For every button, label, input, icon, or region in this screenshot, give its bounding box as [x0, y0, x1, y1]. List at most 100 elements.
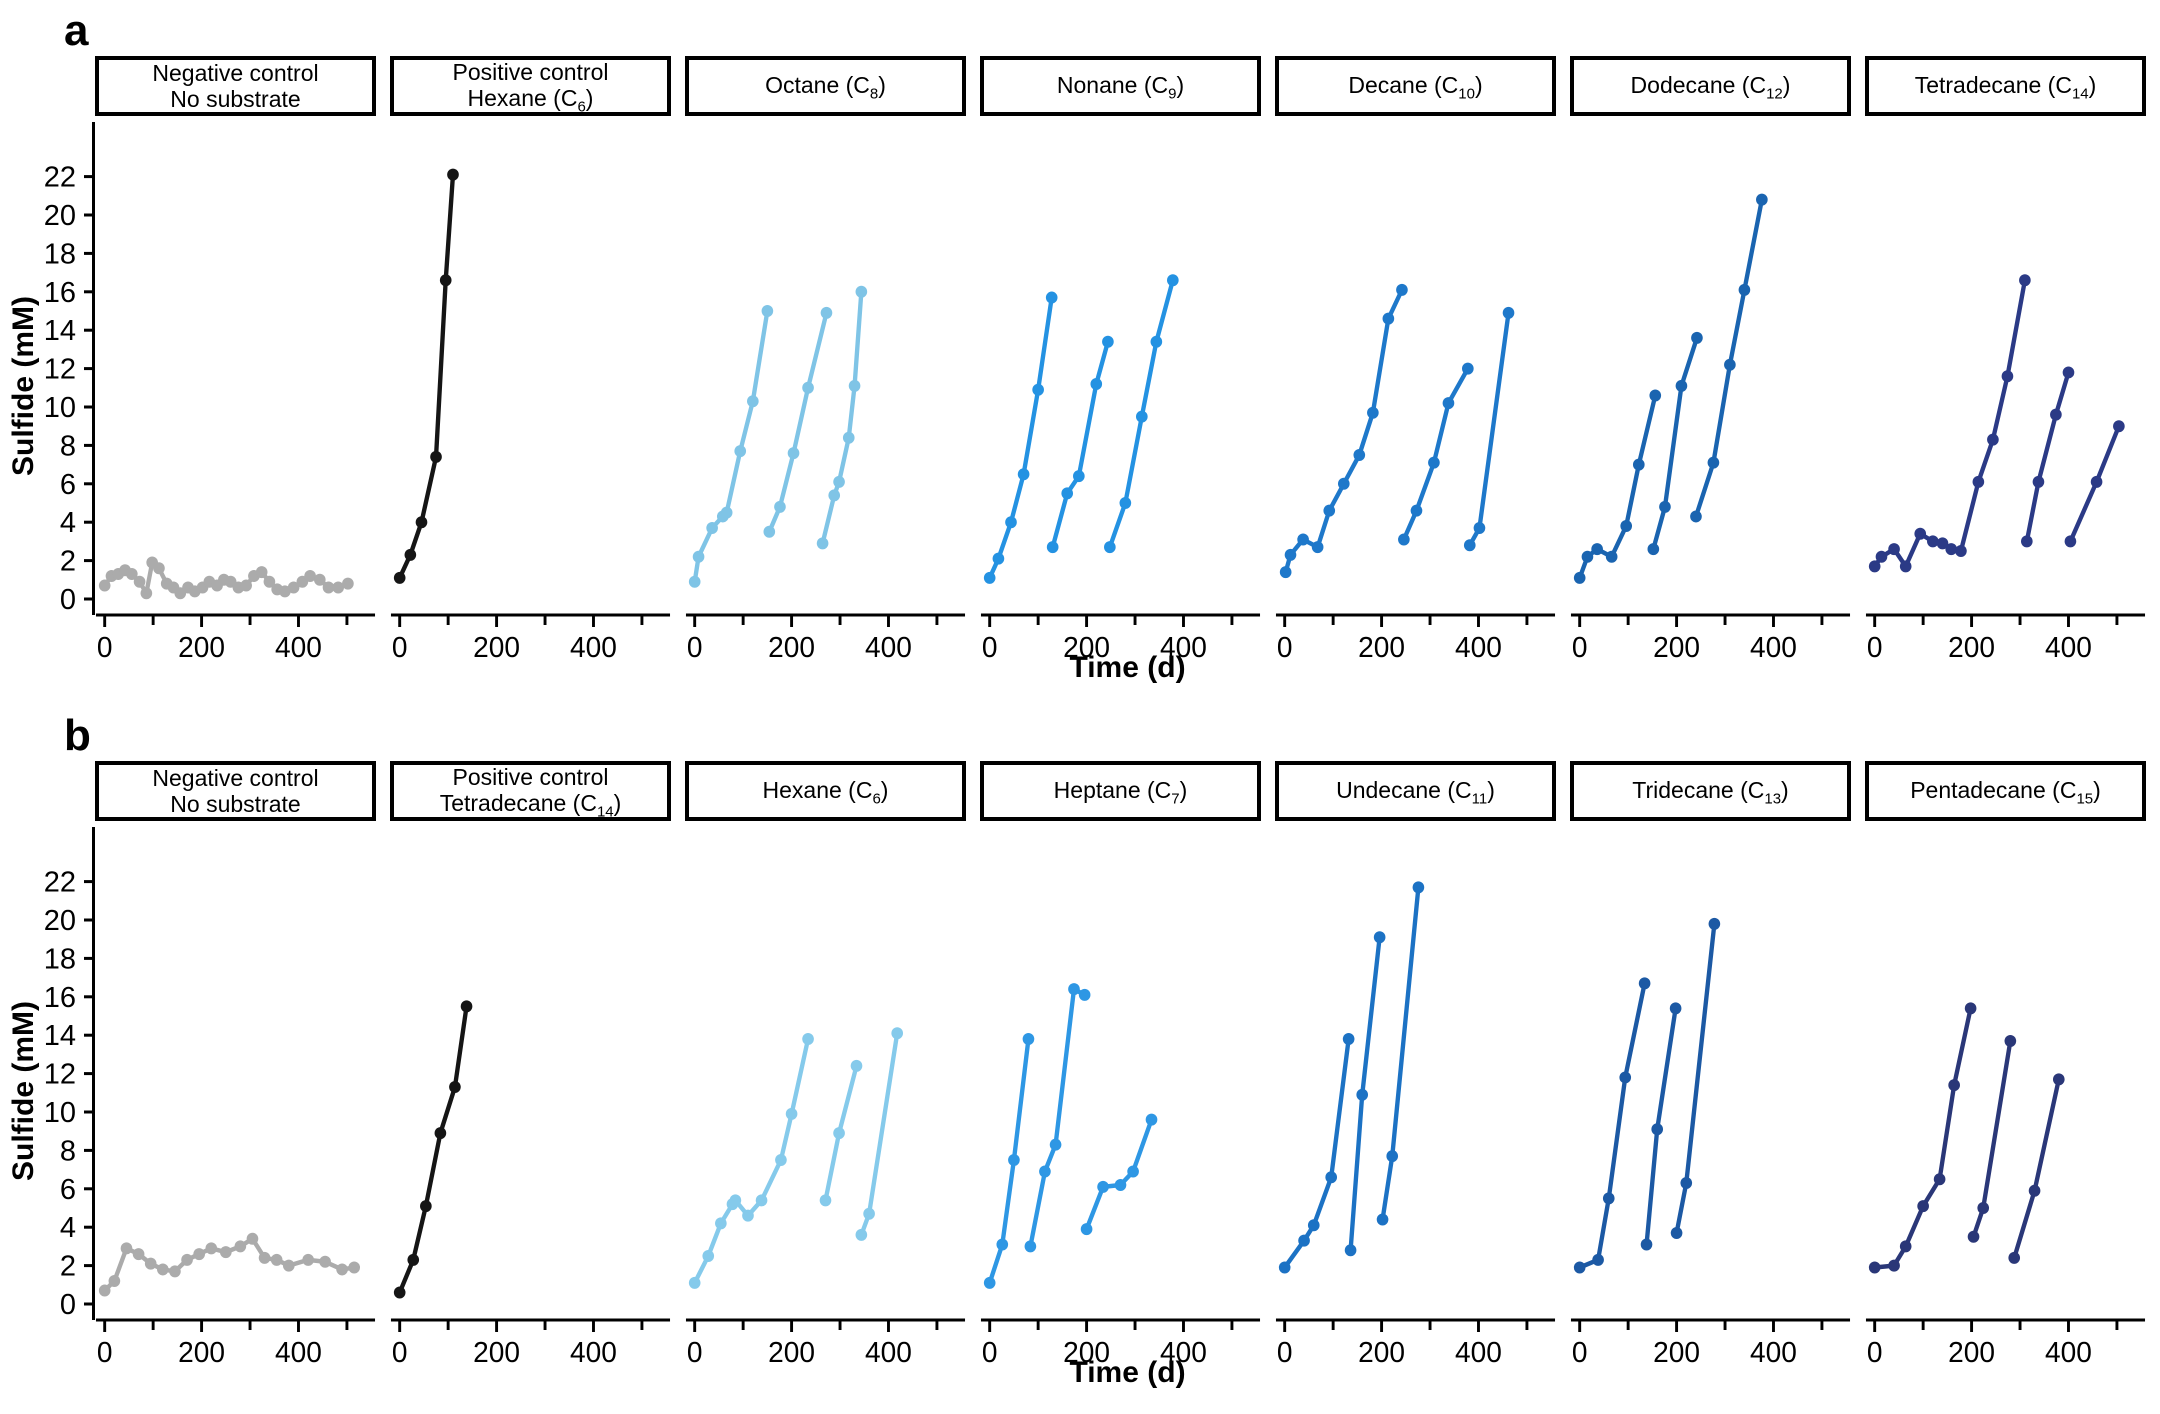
row-label-a: a — [64, 6, 89, 55]
y-tick-label: 20 — [44, 200, 76, 232]
y-axis-title: Sulfide (mM) — [7, 1001, 40, 1181]
series-segment — [1967, 1034, 2017, 1243]
data-point — [1738, 283, 1751, 296]
data-point — [255, 566, 268, 579]
panel-plot: 0 200 400 — [390, 1000, 671, 1366]
data-point — [855, 1228, 868, 1241]
y-tick-label: 8 — [60, 1135, 76, 1167]
data-point — [1396, 283, 1408, 296]
data-point — [1707, 456, 1720, 469]
data-point — [153, 562, 165, 575]
series-segment — [1690, 193, 1768, 523]
data-point — [1008, 1154, 1020, 1166]
data-point — [263, 575, 276, 588]
data-point — [1297, 533, 1309, 546]
data-point — [430, 450, 442, 463]
data-point — [891, 1027, 904, 1040]
data-point — [802, 381, 814, 394]
y-tick-label: 14 — [44, 1020, 76, 1052]
data-point — [332, 581, 345, 594]
panel-plot: 0 200 400 — [980, 983, 1261, 1366]
panel-title: Tetradecane (C14) — [1865, 56, 2146, 116]
data-point — [1619, 1071, 1632, 1084]
series-line — [1577, 393, 1658, 581]
series-segment — [393, 1000, 473, 1299]
series-line — [859, 1031, 900, 1238]
data-point — [348, 1261, 361, 1274]
data-point — [775, 1154, 787, 1166]
y-tick-label: 8 — [60, 430, 76, 462]
panel-a-decane-c10: Decane (C10) 0 200 400 — [1275, 56, 1556, 661]
x-tick-label: 200 — [1063, 1337, 1110, 1366]
series-segment — [1868, 1002, 1977, 1274]
series-line — [1380, 885, 1421, 1222]
data-point — [1398, 533, 1410, 546]
y-tick-label: 6 — [60, 1174, 76, 1206]
series-segment — [855, 1027, 904, 1241]
panel-title-line: Pentadecane (C15) — [1910, 777, 2101, 808]
data-point — [755, 1194, 768, 1207]
x-tick-label: 0 — [1277, 632, 1293, 661]
data-point — [1463, 539, 1476, 552]
data-point — [404, 548, 417, 561]
data-point — [983, 571, 996, 584]
data-point — [270, 1253, 283, 1266]
data-point — [1090, 377, 1103, 390]
y-tick-label: 12 — [44, 354, 76, 386]
data-point — [2050, 408, 2062, 421]
figure-row-b: b 0 2 4 6 8 10 12 14 16 18 20 22 Sulfide (mM) Negativ… — [0, 711, 2160, 1390]
panel-title-line: No substrate — [170, 86, 301, 112]
data-point — [1691, 331, 1703, 344]
data-point — [761, 305, 774, 317]
data-point — [1104, 541, 1116, 554]
data-point — [742, 1209, 754, 1222]
panel-title: Octane (C8) — [685, 56, 966, 116]
panel-plot: 0 200 400 — [95, 1232, 376, 1366]
data-point — [1136, 410, 1148, 423]
panel-title: Nonane (C9) — [980, 56, 1261, 116]
series-segment — [688, 1033, 814, 1289]
data-point — [439, 274, 452, 287]
x-tick-label: 400 — [570, 1337, 617, 1366]
data-point — [98, 579, 111, 592]
panel-title-line: Positive control — [452, 764, 609, 791]
panel-a-positive-control-hexane-c6: Positive control Hexane (C6) 0 200 400 — [390, 56, 671, 661]
y-tick-label: 2 — [60, 546, 76, 578]
series-segment — [98, 556, 354, 600]
data-point — [460, 1000, 473, 1013]
data-point — [1651, 1123, 1664, 1136]
panel-title-line: Negative control — [152, 60, 319, 86]
data-point — [449, 1081, 461, 1094]
x-tick-label: 400 — [1160, 1337, 1207, 1366]
series-segment — [2021, 366, 2075, 548]
series-segment — [1080, 1113, 1158, 1236]
series-line — [2012, 1077, 2061, 1261]
series-line — [987, 1036, 1031, 1286]
data-point — [2032, 475, 2045, 488]
data-point — [1061, 487, 1074, 500]
series-segment — [983, 1033, 1035, 1289]
data-point — [2021, 535, 2033, 548]
panel-title-line: Decane (C10) — [1348, 72, 1483, 103]
series-segment — [1046, 335, 1114, 554]
data-point — [1647, 543, 1660, 556]
data-point — [2008, 1251, 2021, 1264]
panel-title-line: Tetradecane (C14) — [439, 790, 622, 821]
data-point — [234, 1240, 247, 1253]
data-point — [1462, 362, 1474, 375]
panel-title: Pentadecane (C15) — [1865, 761, 2146, 821]
data-point — [1967, 1230, 1980, 1243]
series-line — [1577, 981, 1647, 1270]
data-point — [282, 1259, 295, 1272]
x-tick-label: 200 — [473, 1337, 520, 1366]
series-segment — [1344, 931, 1386, 1257]
data-point — [1675, 379, 1688, 392]
data-point — [1344, 1244, 1357, 1257]
x-tick-label: 400 — [275, 632, 322, 661]
series-segment — [816, 285, 868, 550]
y-tick-label: 18 — [44, 238, 76, 270]
series-line — [397, 172, 456, 581]
y-axis-b: 0 2 4 6 8 10 12 14 16 18 20 22 Sulfide (mM) — [0, 761, 95, 1366]
panel-title-line: Hexane (C6) — [762, 777, 889, 808]
series-segment — [1640, 1002, 1682, 1251]
